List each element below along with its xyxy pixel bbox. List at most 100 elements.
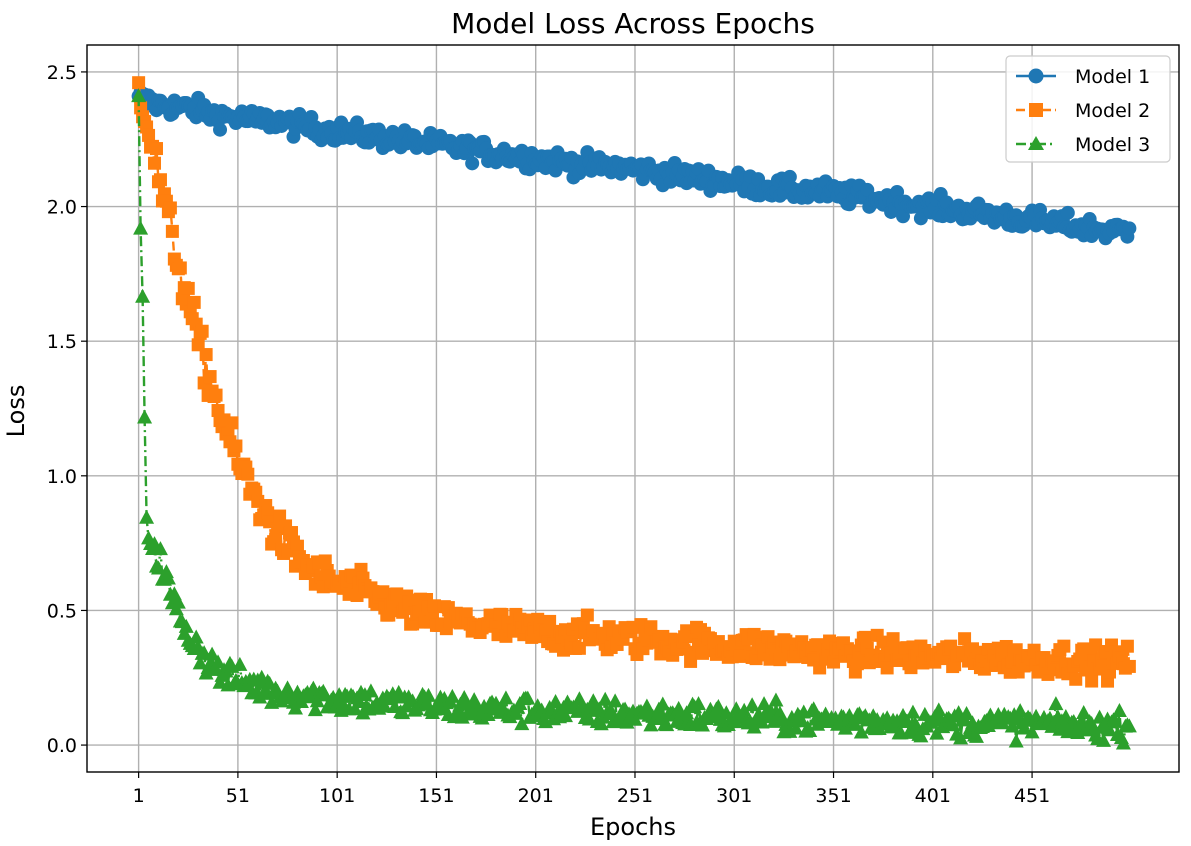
data-point [135, 288, 151, 303]
data-point [1048, 696, 1064, 711]
legend-marker [1028, 136, 1044, 150]
data-point [603, 703, 619, 718]
data-point [195, 324, 209, 338]
data-point [691, 696, 707, 711]
x-tick-label: 51 [226, 785, 250, 807]
x-tick-label: 351 [815, 785, 851, 807]
legend-label: Model 2 [1075, 100, 1150, 122]
data-point [744, 697, 760, 712]
data-point [203, 370, 217, 384]
data-point [788, 720, 804, 735]
data-point [1122, 659, 1136, 673]
data-point [913, 728, 929, 743]
data-point [1057, 639, 1071, 653]
data-point [1069, 672, 1083, 686]
data-point [655, 696, 671, 711]
data-point [269, 533, 283, 547]
data-point [241, 467, 255, 481]
data-point [132, 76, 146, 90]
plot-frame [86, 44, 1180, 773]
data-point [131, 88, 147, 103]
data-point [1096, 732, 1112, 747]
series-2 [132, 76, 1136, 688]
data-point [191, 338, 205, 352]
x-tick-label: 151 [418, 785, 454, 807]
data-point [350, 588, 364, 602]
data-point [806, 701, 822, 716]
x-tick-label: 101 [319, 785, 355, 807]
data-point [858, 630, 872, 644]
x-tick-label: 1 [133, 785, 145, 807]
x-tick-label: 451 [1014, 785, 1050, 807]
data-point [756, 696, 772, 711]
data-point [376, 585, 390, 599]
data-point [847, 716, 863, 731]
y-tick-label: 1.0 [47, 466, 77, 488]
data-point [1122, 221, 1137, 236]
data-point [465, 156, 480, 171]
data-point [209, 388, 223, 402]
legend-item-1: Model 1 [1016, 66, 1150, 88]
x-tick-label: 201 [518, 785, 554, 807]
data-point [309, 693, 325, 708]
x-tick-label: 251 [617, 785, 653, 807]
data-point [1060, 205, 1075, 220]
data-point [850, 657, 864, 671]
data-point [420, 687, 436, 702]
data-point [543, 614, 557, 628]
data-point [1024, 724, 1040, 739]
data-point [548, 694, 564, 709]
data-point [880, 661, 894, 675]
data-point [444, 688, 460, 703]
data-point [520, 690, 536, 705]
y-tick-label: 1.5 [47, 331, 77, 353]
data-point [644, 620, 658, 634]
data-point [896, 209, 911, 224]
data-point [710, 698, 726, 713]
data-point [173, 261, 187, 275]
data-point [639, 698, 655, 713]
data-point [1076, 704, 1092, 719]
y-tick-label: 0.0 [47, 735, 77, 757]
data-point [137, 409, 153, 424]
data-point [498, 690, 514, 705]
data-point [959, 706, 975, 721]
data-point [607, 693, 623, 708]
data-point [1008, 733, 1024, 748]
data-point [876, 635, 890, 649]
x-tick-label: 301 [716, 785, 752, 807]
data-point [139, 509, 155, 524]
data-point [290, 539, 304, 553]
data-point [204, 646, 220, 661]
x-axis-label: Epochs [590, 813, 676, 841]
data-point [580, 608, 594, 622]
legend-label: Model 3 [1075, 134, 1150, 156]
y-axis-ticks: 0.0 0.5 1.0 1.5 2.0 2.5 [47, 62, 87, 757]
data-point [210, 654, 226, 669]
data-point [736, 702, 752, 717]
x-axis-ticks: 1 51 101 151 201 251 301 351 401 451 [133, 772, 1050, 807]
data-point [165, 224, 179, 238]
data-point [904, 661, 918, 675]
data-point [794, 713, 810, 728]
series-layer [131, 76, 1137, 750]
data-point [634, 618, 648, 632]
data-point [142, 128, 156, 142]
data-point [905, 704, 921, 719]
data-point [1012, 703, 1028, 718]
data-point [178, 618, 194, 633]
data-point [733, 649, 747, 663]
data-point [153, 173, 167, 187]
data-point [931, 702, 947, 717]
data-point [363, 683, 379, 698]
data-point [853, 724, 869, 739]
data-point [782, 169, 797, 184]
data-point [357, 687, 373, 702]
data-point [958, 632, 972, 646]
data-point [199, 348, 213, 362]
data-point [557, 708, 573, 723]
data-point [148, 156, 162, 170]
series-1 [131, 85, 1137, 246]
legend-label: Model 1 [1075, 66, 1150, 88]
data-point [160, 570, 176, 585]
